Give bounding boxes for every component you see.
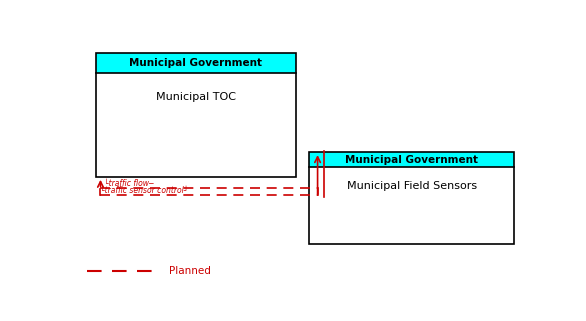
Bar: [309, 152, 514, 244]
Text: Municipal TOC: Municipal TOC: [156, 92, 236, 102]
Text: Municipal Government: Municipal Government: [130, 58, 263, 68]
Text: └traffic sensor control┘: └traffic sensor control┘: [100, 186, 188, 195]
Bar: [309, 167, 514, 244]
Bar: [96, 53, 296, 177]
Text: Planned: Planned: [169, 266, 210, 276]
Text: Municipal Field Sensors: Municipal Field Sensors: [346, 181, 476, 191]
Bar: [96, 53, 296, 73]
Bar: [96, 73, 296, 177]
Bar: [309, 152, 514, 167]
Text: Municipal Government: Municipal Government: [345, 154, 478, 165]
Text: └traffic flow─: └traffic flow─: [104, 178, 154, 187]
